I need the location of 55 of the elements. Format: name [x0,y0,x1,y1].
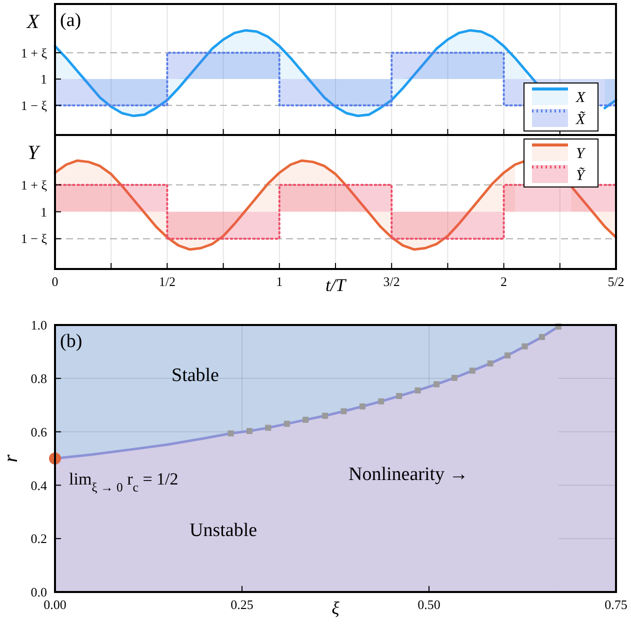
y-tick-label: 1 + ξ [20,45,48,60]
y-tick-label: 0.6 [30,424,48,440]
point [378,398,384,404]
y-tick-label: 0.4 [30,478,48,493]
x-tick-label: 0.00 [44,597,66,612]
point [469,368,476,374]
x-tick-label: 1 [276,274,283,289]
point [414,387,421,394]
x-tick-label: 3/2 [383,274,400,289]
y-tick-label: 1 [40,72,47,87]
y-axis-title: Y [27,142,40,164]
point [284,420,290,427]
x-axis-title: t/T [325,275,348,295]
annotation: (b) [60,331,82,352]
annotation: Unstable [190,520,258,541]
x-tick-label: 2 [500,274,508,289]
point [340,408,347,414]
y-tick-label: 0.2 [30,531,47,546]
point [538,334,545,340]
legend-label: X̃ [575,110,586,128]
y-tick-label: 1.0 [30,318,47,333]
point [302,416,309,423]
x-tick-label: 0.25 [230,597,254,612]
y-axis-title: X [26,11,40,33]
point [359,403,366,410]
annotation: lim$_{ξ → 0}$ r$_{c}$ = 1/2 [69,470,178,494]
annotation: (a) [60,10,82,31]
y-tick-label: 1 + ξ [20,177,48,192]
point [504,352,511,358]
x-tick-label: 1/2 [158,274,176,289]
y-tick-label: 1 − ξ [20,231,48,246]
point [228,430,234,436]
point [265,424,272,431]
y-tick-label: 0.8 [30,370,47,386]
point [451,374,458,381]
legend-label: Ỹ [576,167,586,184]
y-axis-title: r [0,454,22,462]
point [433,381,440,388]
legend-label: Y [576,146,586,162]
point [396,393,402,400]
x-tick-label: 5/2 [608,274,624,289]
point [322,412,328,419]
annotation: Nonlinearity → [348,464,468,485]
point [246,428,252,434]
x-tick-label: 0.50 [418,597,440,612]
legend-label: X [575,90,586,106]
point [487,360,494,366]
annotation: Stable [172,365,219,386]
x-tick-label: 0 [52,274,58,289]
x-tick-label: 0.75 [604,597,628,612]
x-axis-title: ξ [332,598,340,618]
point [522,343,528,350]
y-tick-label: 1 [40,204,47,220]
y-tick-label: 0.0 [30,584,47,600]
y-tick-label: 1 − ξ [20,98,48,113]
